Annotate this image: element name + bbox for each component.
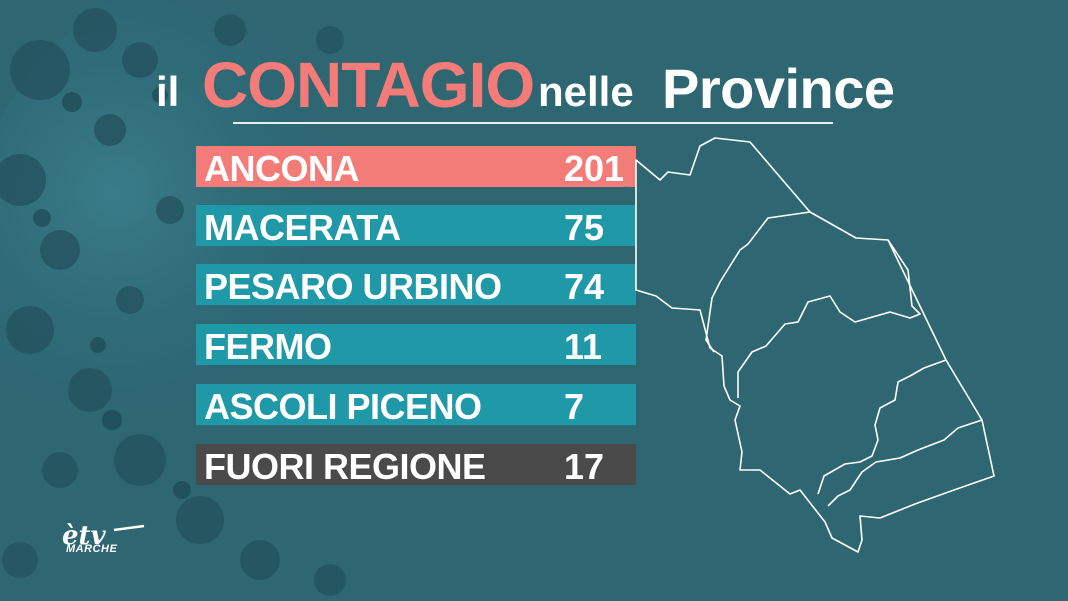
province-count: 7 [564, 386, 585, 427]
province-name: FUORI REGIONE [204, 446, 486, 487]
province-name: ASCOLI PICENO [204, 386, 482, 427]
province-count: 11 [564, 326, 603, 367]
province-count: 201 [564, 148, 625, 189]
province-row-fermo: FERMO 11 [196, 324, 636, 367]
province-name: ANCONA [204, 148, 360, 189]
province-row-fuori-regione: FUORI REGIONE 17 [196, 444, 636, 487]
page-title: il CONTAGIO nelle Province [0, 48, 1068, 121]
svg-text:ètv: ètv [62, 521, 107, 551]
title-underline [233, 122, 833, 124]
etv-logo: ètv [62, 521, 145, 551]
logo-label: MARCHE [66, 543, 118, 555]
province-count: 75 [564, 207, 605, 248]
region-outline [635, 137, 995, 553]
province-name: PESARO URBINO [204, 266, 502, 307]
province-row-ascoli-piceno: ASCOLI PICENO 7 [196, 384, 636, 427]
title-il: il [156, 68, 180, 115]
province-count: 17 [564, 446, 605, 487]
province-name: FERMO [204, 326, 332, 367]
title-province: Province [662, 57, 895, 120]
title-nelle: nelle [538, 68, 634, 115]
province-row-ancona: ANCONA 201 [196, 146, 636, 189]
province-row-pesaro-urbino: PESARO URBINO 74 [196, 264, 636, 307]
title-contagio: CONTAGIO [202, 49, 535, 121]
province-name: MACERATA [204, 207, 401, 248]
marche-map [635, 137, 995, 553]
province-row-macerata: MACERATA 75 [196, 205, 636, 248]
province-count: 74 [564, 266, 605, 307]
